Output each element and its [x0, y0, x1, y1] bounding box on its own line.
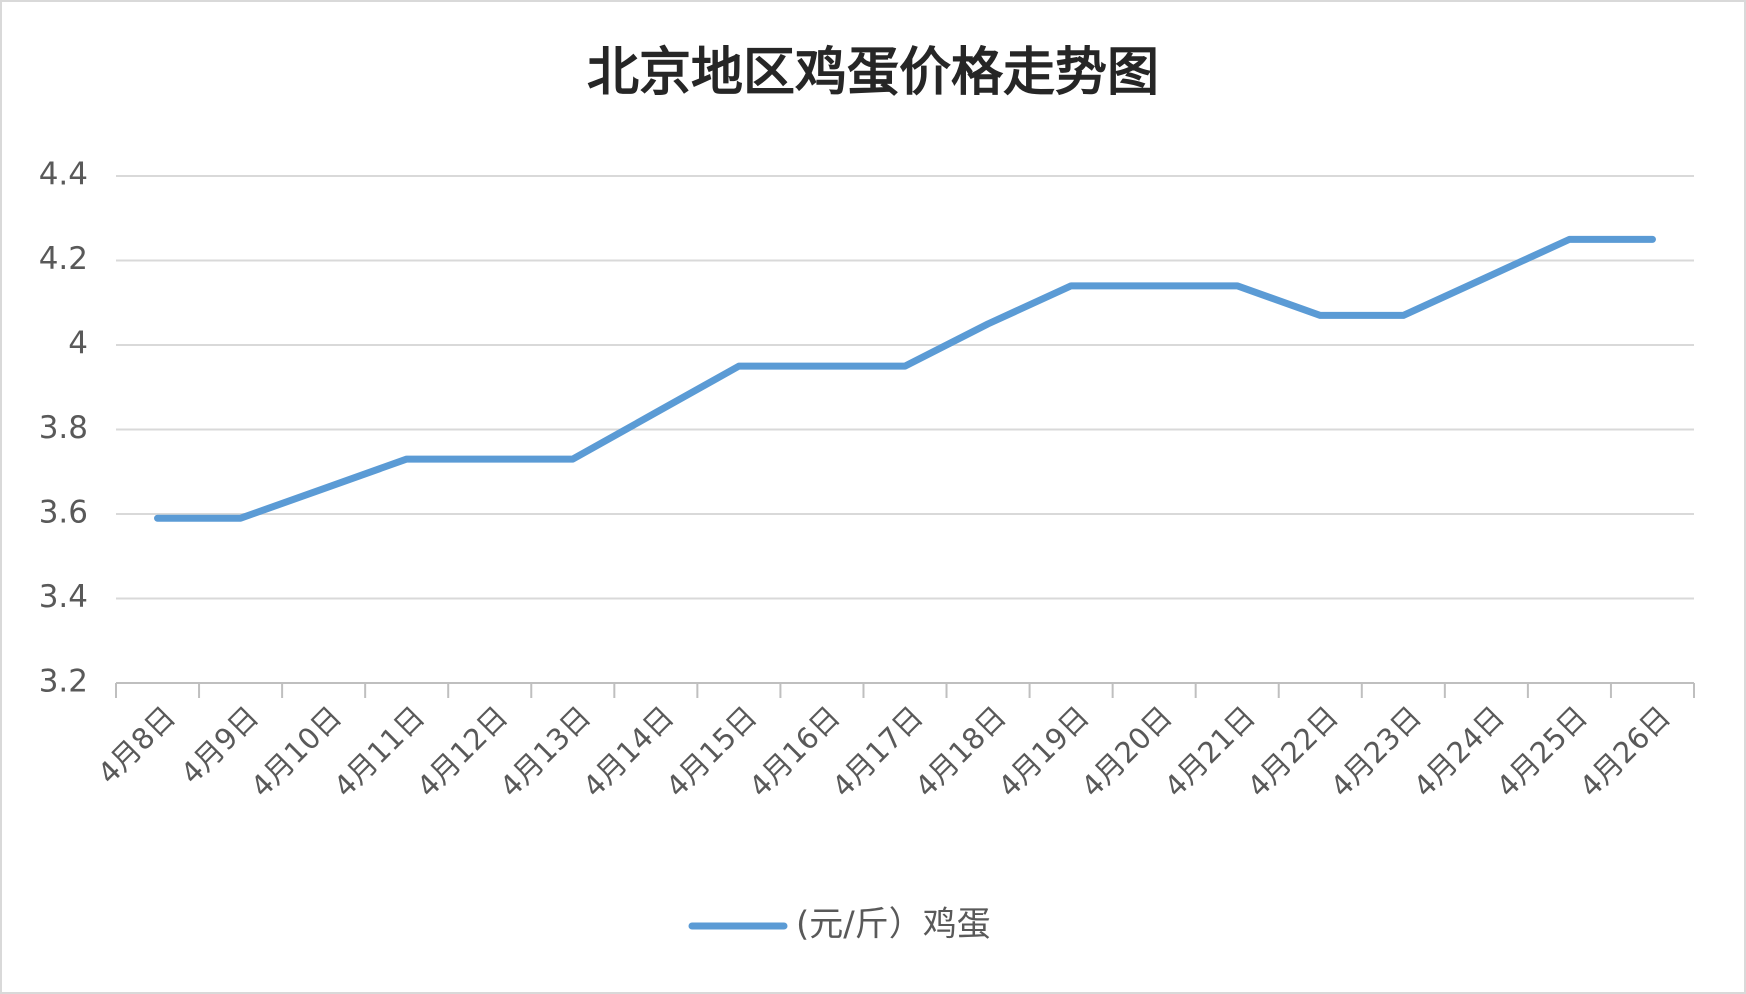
y-tick-label: 3.2 — [39, 664, 88, 700]
chart-title: 北京地区鸡蛋价格走势图 — [587, 43, 1159, 103]
y-tick-label: 3.8 — [39, 410, 88, 446]
y-tick-label: 3.6 — [39, 495, 88, 531]
line — [154, 235, 1656, 522]
y-tick-label: 4.4 — [39, 157, 88, 193]
y-tick-label: 4 — [68, 326, 88, 362]
y-tick-label: 4.2 — [39, 241, 88, 277]
y-tick-label: 3.4 — [39, 579, 88, 615]
legend-label: (元/斤）鸡蛋 — [796, 905, 991, 945]
